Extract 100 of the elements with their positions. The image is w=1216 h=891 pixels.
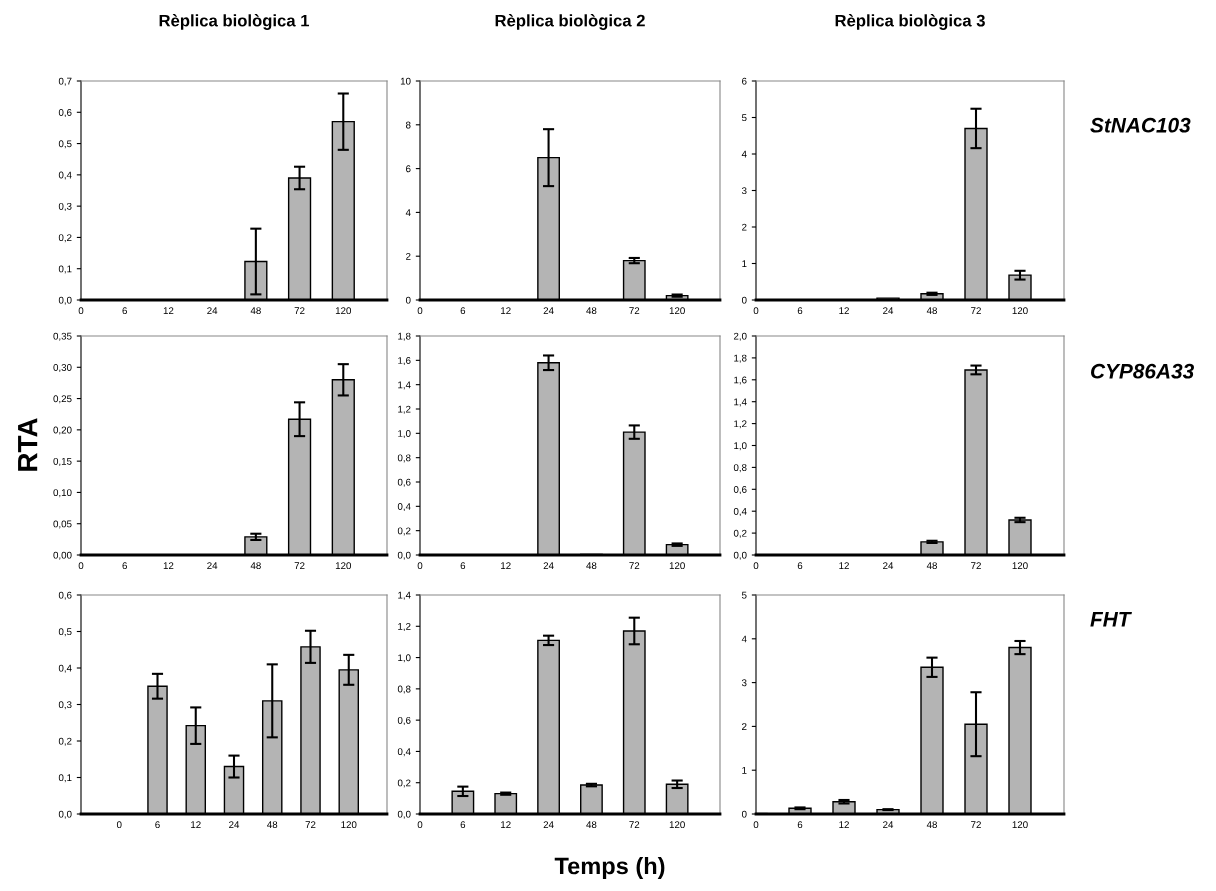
x-tick-label: 72	[294, 307, 305, 314]
x-tick-label: 120	[1012, 821, 1028, 829]
y-tick-label: 0,2	[58, 234, 72, 243]
x-tick-label: 12	[501, 307, 511, 314]
y-tick-label: 0,4	[397, 748, 411, 757]
x-tick-label: 120	[341, 821, 357, 829]
x-tick-label: 24	[543, 562, 554, 569]
y-tick-label: 0,05	[53, 520, 72, 529]
y-tick-label: 1,2	[734, 420, 747, 429]
y-tick-label: 1,8	[734, 354, 747, 363]
x-tick-label: 48	[926, 562, 937, 570]
chart-title: Rèplica biològica 1	[159, 14, 310, 30]
x-tick-label: 72	[305, 821, 316, 828]
x-tick-label: 72	[971, 821, 981, 828]
y-tick-label: 0,2	[397, 527, 411, 536]
x-tick-label: 24	[207, 562, 218, 569]
y-tick-label: 1,6	[398, 357, 411, 366]
y-tick-label: 0,6	[58, 109, 72, 118]
y-tick-label: 5	[741, 591, 747, 599]
x-tick-label: 6	[460, 307, 466, 315]
y-tick-label: 0,5	[58, 140, 72, 149]
x-tick-label: 6	[155, 821, 160, 829]
y-tick-label: 1,4	[398, 591, 411, 600]
x-tick-label: 12	[839, 562, 849, 569]
y-tick-label: 6	[742, 77, 747, 85]
y-tick-label: 0,10	[53, 489, 72, 498]
chart-title: Rèplica biològica 2	[495, 14, 645, 30]
y-tick-label: 0,6	[58, 591, 72, 600]
x-tick-label: 12	[839, 821, 849, 828]
y-tick-label: 0,6	[733, 486, 747, 495]
x-tick-label: 48	[586, 307, 597, 315]
x-tick-label: 6	[797, 821, 803, 829]
y-tick-label: 1,4	[734, 398, 747, 407]
y-tick-label: 0,0	[58, 810, 72, 819]
y-tick-label: 0	[741, 810, 747, 818]
y-tick-label: 0,3	[58, 701, 72, 710]
x-tick-label: 120	[669, 821, 685, 829]
x-tick-label: 48	[250, 307, 261, 315]
x-tick-label: 48	[586, 562, 597, 570]
y-tick-label: 0,0	[397, 551, 411, 560]
x-tick-label: 24	[883, 821, 894, 828]
y-tick-label: 0,0	[397, 810, 411, 819]
x-tick-label: 120	[1012, 562, 1028, 570]
y-tick-label: 0,25	[53, 395, 72, 404]
y-tick-label: 0	[741, 296, 747, 304]
x-tick-label: 120	[669, 307, 685, 315]
x-tick-label: 12	[501, 562, 511, 569]
y-tick-label: 10	[400, 77, 411, 85]
y-tick-label: 0,3	[58, 202, 72, 211]
y-tick-label: 5	[741, 114, 747, 122]
y-tick-label: 1,2	[398, 405, 411, 414]
y-tick-label: 6	[406, 165, 411, 173]
x-tick-label: 72	[971, 307, 981, 314]
x-tick-label: 6	[122, 562, 127, 570]
y-tick-label: 0,2	[733, 529, 747, 538]
y-tick-label: 0	[405, 296, 411, 304]
y-tick-label: 0,15	[53, 457, 72, 466]
chart-title: Rèplica biològica 3	[835, 14, 985, 30]
y-tick-label: 0,7	[58, 77, 72, 86]
y-tick-label: 2	[742, 723, 747, 730]
x-tick-label: 72	[294, 562, 305, 569]
x-tick-label: 0	[417, 821, 423, 829]
x-tick-label: 0	[753, 562, 759, 570]
y-tick-label: 4	[741, 635, 747, 643]
x-tick-label: 6	[122, 307, 127, 315]
y-tick-label: 0,5	[58, 628, 72, 637]
x-tick-label: 12	[163, 307, 174, 314]
y-tick-label: 0,20	[53, 426, 72, 435]
x-tick-label: 72	[629, 562, 640, 569]
x-tick-label: 72	[629, 307, 640, 314]
y-tick-label: 0,8	[397, 685, 411, 694]
y-tick-label: 0,8	[733, 464, 747, 473]
y-tick-label: 0,4	[733, 507, 747, 516]
y-tick-label: 2	[742, 223, 747, 231]
x-tick-label: 0	[753, 821, 759, 829]
x-axis-title: Temps (h)	[554, 856, 665, 880]
y-tick-label: 8	[405, 121, 411, 129]
x-tick-label: 0	[417, 562, 423, 570]
x-tick-label: 48	[586, 821, 597, 829]
y-tick-label: 0,4	[397, 503, 411, 512]
x-tick-label: 24	[883, 562, 894, 569]
y-tick-label: 0,8	[397, 454, 411, 463]
x-tick-label: 12	[839, 307, 849, 314]
x-tick-label: 24	[229, 821, 240, 828]
y-tick-label: 0,30	[53, 364, 72, 373]
x-tick-label: 24	[883, 307, 894, 314]
y-tick-label: 0,2	[397, 779, 411, 788]
y-tick-label: 0,0	[58, 296, 72, 305]
y-tick-label: 0,4	[58, 664, 72, 673]
y-tick-label: 1,6	[734, 376, 747, 385]
y-tick-label: 0,6	[397, 716, 411, 725]
x-tick-label: 12	[163, 562, 174, 569]
x-tick-label: 24	[543, 821, 554, 828]
x-tick-label: 0	[78, 562, 84, 570]
y-tick-label: 3	[741, 187, 747, 195]
x-tick-label: 0	[116, 821, 122, 829]
x-tick-label: 6	[460, 562, 466, 570]
y-tick-label: 1	[742, 767, 747, 774]
y-tick-label: 1,2	[398, 623, 411, 632]
x-tick-label: 120	[335, 307, 352, 315]
